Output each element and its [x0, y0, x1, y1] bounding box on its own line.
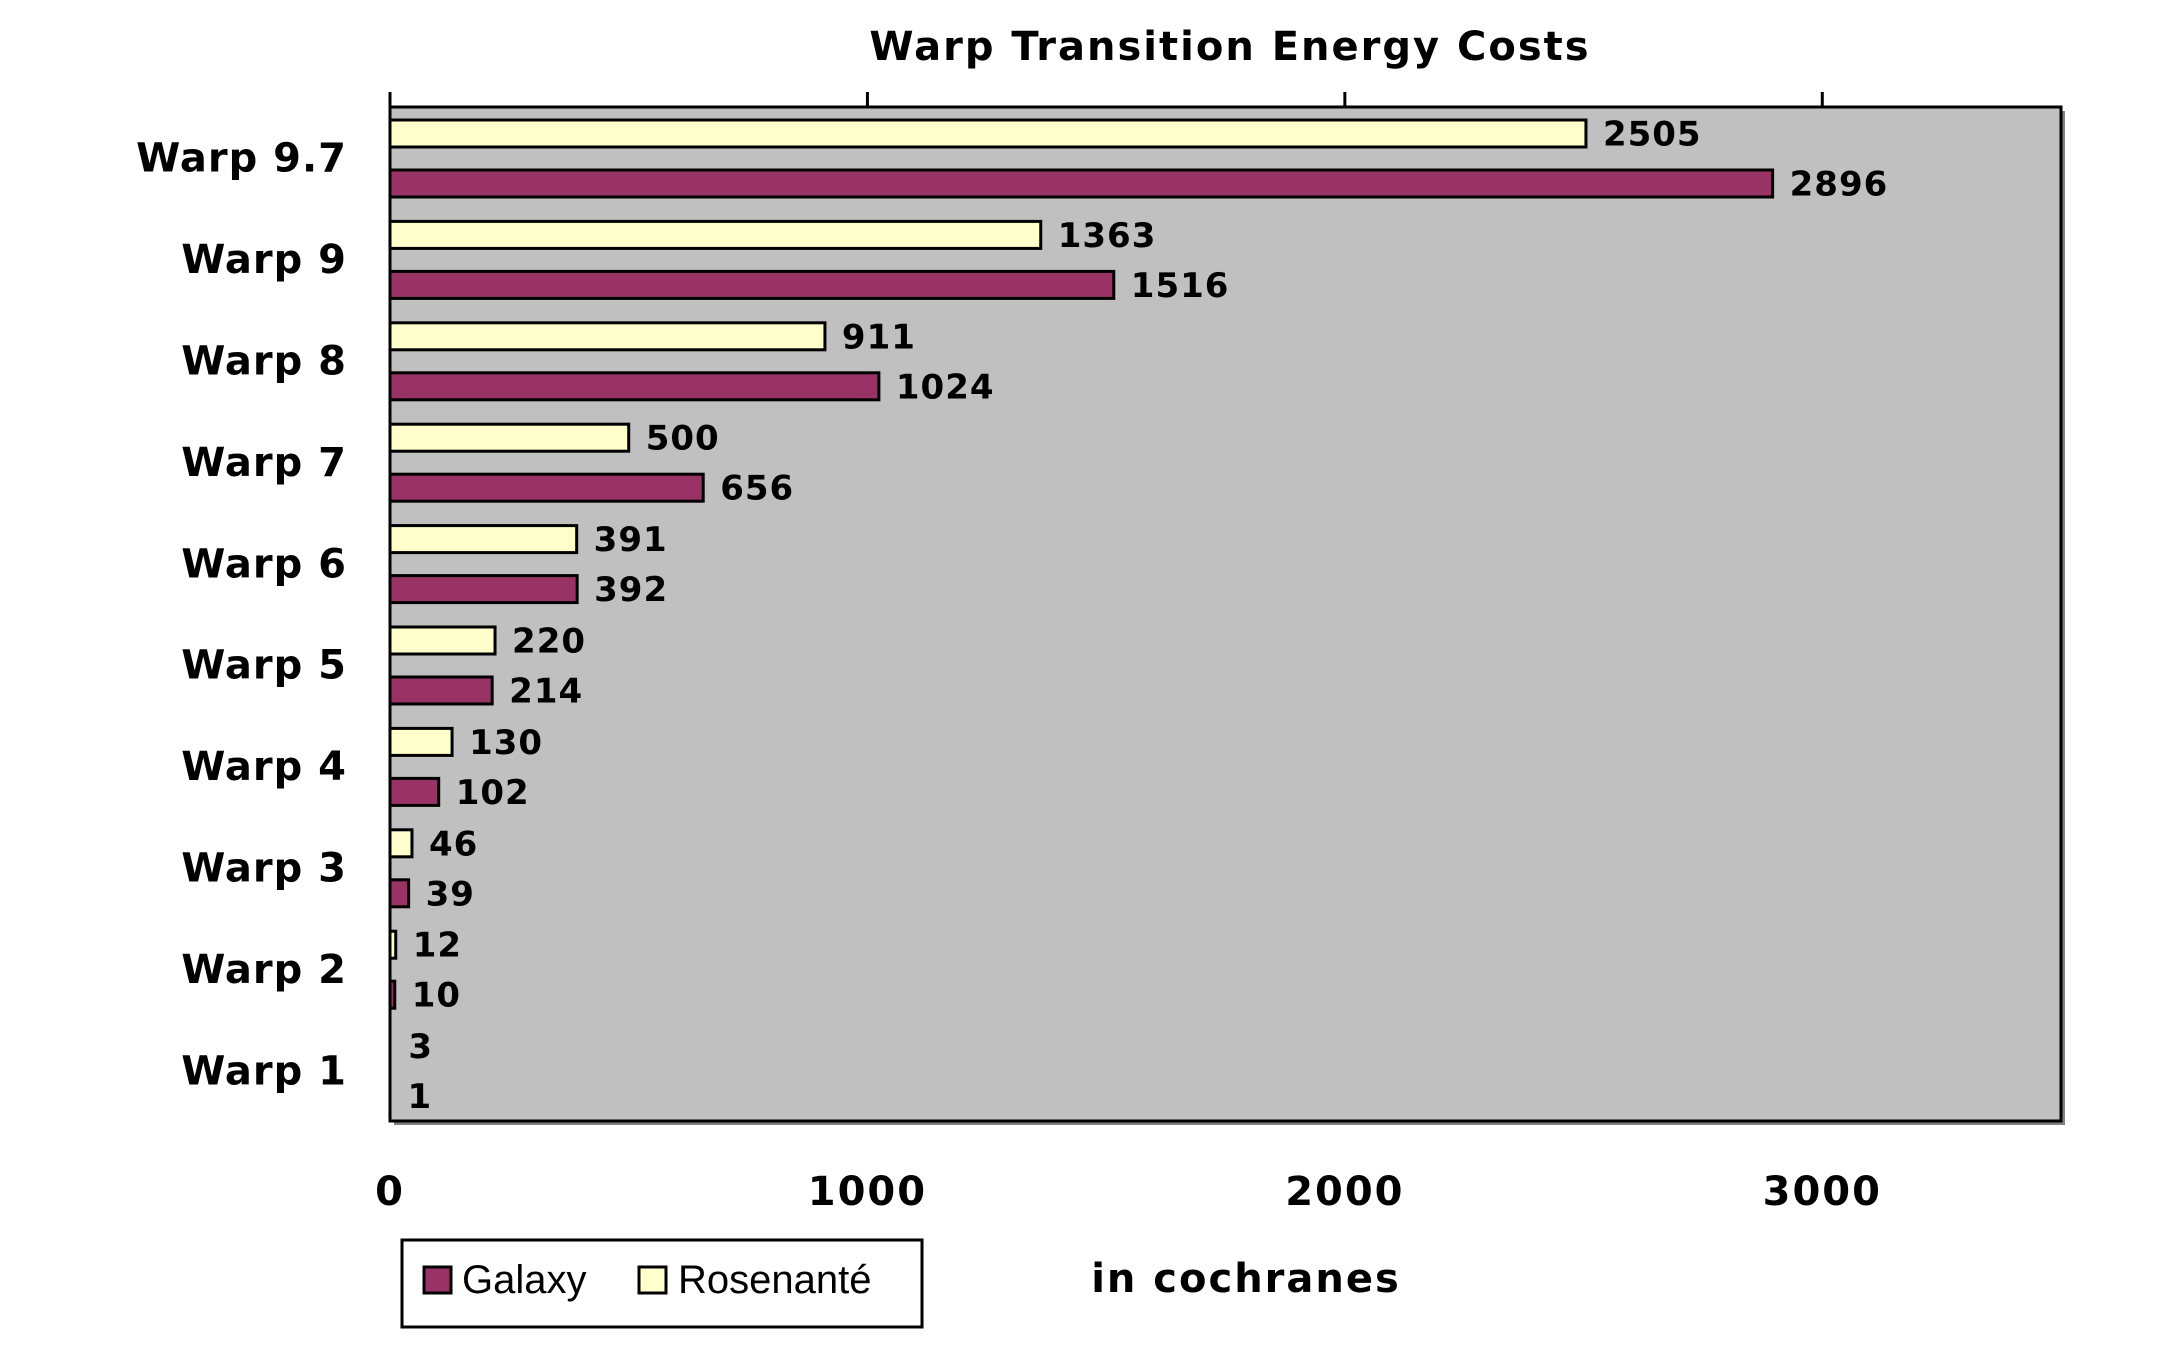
bar-galaxy: [388, 979, 397, 1010]
bars-group: [388, 118, 1775, 1010]
category-label: Warp 4: [181, 744, 347, 790]
category-label: Warp 8: [181, 339, 347, 385]
data-label-galaxy: 1024: [896, 367, 995, 407]
bar-rosenante: [388, 625, 497, 656]
chart-title: Warp Transition Energy Costs: [869, 24, 1590, 70]
bar-galaxy: [388, 776, 441, 807]
data-label-galaxy: 656: [720, 469, 794, 509]
bar-galaxy: [388, 675, 494, 706]
bar-rosenante: [388, 321, 827, 352]
data-label-rosenante: 130: [469, 723, 543, 763]
data-label-galaxy: 214: [509, 672, 583, 712]
bar-rosenante: [388, 524, 579, 555]
x-tick-labels-group: 0 1000 2000 3000: [375, 1169, 1882, 1215]
data-label-galaxy: 392: [594, 570, 668, 610]
bar-rosenante: [388, 726, 454, 757]
bar-galaxy: [388, 269, 1116, 300]
legend-swatch-galaxy: [422, 1265, 453, 1295]
data-label-galaxy: 1516: [1131, 266, 1230, 306]
legend-label-rosenante: Rosenanté: [678, 1258, 871, 1302]
bar-galaxy: [388, 574, 579, 605]
data-label-rosenante: 46: [429, 824, 478, 864]
data-label-rosenante: 391: [594, 520, 668, 560]
bar-rosenante: [388, 422, 631, 453]
bar-galaxy: [388, 472, 705, 503]
bar-galaxy: [388, 371, 881, 402]
category-label: Warp 6: [181, 541, 347, 587]
data-label-galaxy: 10: [412, 976, 461, 1016]
plot-area: [388, 105, 2063, 1123]
data-label-rosenante: 12: [413, 926, 462, 966]
category-label: Warp 5: [181, 643, 347, 689]
data-label-galaxy: 102: [456, 773, 530, 813]
legend-box: [400, 1238, 924, 1329]
legend-label-galaxy: Galaxy: [462, 1258, 587, 1302]
category-label: Warp 2: [181, 947, 347, 993]
category-label: Warp 1: [181, 1048, 347, 1094]
category-label: Warp 3: [181, 846, 347, 892]
bar-rosenante: [388, 929, 398, 960]
bar-rosenante: [388, 219, 1043, 250]
x-tick-label: 2000: [1285, 1169, 1404, 1215]
bar-galaxy: [388, 168, 1775, 199]
x-tick-label: 3000: [1763, 1169, 1882, 1215]
bar-rosenante: [388, 828, 414, 859]
data-label-rosenante: 1363: [1058, 216, 1157, 256]
category-labels-group: Warp 9.7 Warp 9 Warp 8 Warp 7 Warp 6 Warp 5 Wa…: [136, 136, 347, 1095]
x-tick-label: 0: [375, 1169, 405, 1215]
category-label: Warp 9: [181, 237, 347, 283]
x-axis-ticks: [388, 92, 1824, 107]
data-label-rosenante: 911: [842, 317, 916, 357]
data-label-rosenante: 220: [512, 622, 586, 662]
data-label-galaxy: 2896: [1790, 165, 1889, 205]
data-label-rosenante: 3: [408, 1027, 433, 1067]
category-label: Warp 7: [181, 440, 347, 486]
legend-swatch-rosenante: [637, 1265, 668, 1295]
bar-rosenante: [388, 118, 1588, 149]
data-label-rosenante: 2505: [1603, 115, 1702, 155]
data-label-galaxy: 1: [407, 1077, 432, 1117]
data-label-galaxy: 39: [426, 874, 475, 914]
bar-galaxy: [388, 878, 411, 909]
legend: Galaxy Rosenanté: [400, 1238, 924, 1329]
data-labels-group: 2505136391150039122013046123289615161024…: [407, 115, 1889, 1118]
category-label: Warp 9.7: [136, 136, 347, 182]
data-label-rosenante: 500: [646, 419, 720, 459]
x-axis-title: in cochranes: [1091, 1256, 1401, 1302]
x-tick-label: 1000: [808, 1169, 927, 1215]
